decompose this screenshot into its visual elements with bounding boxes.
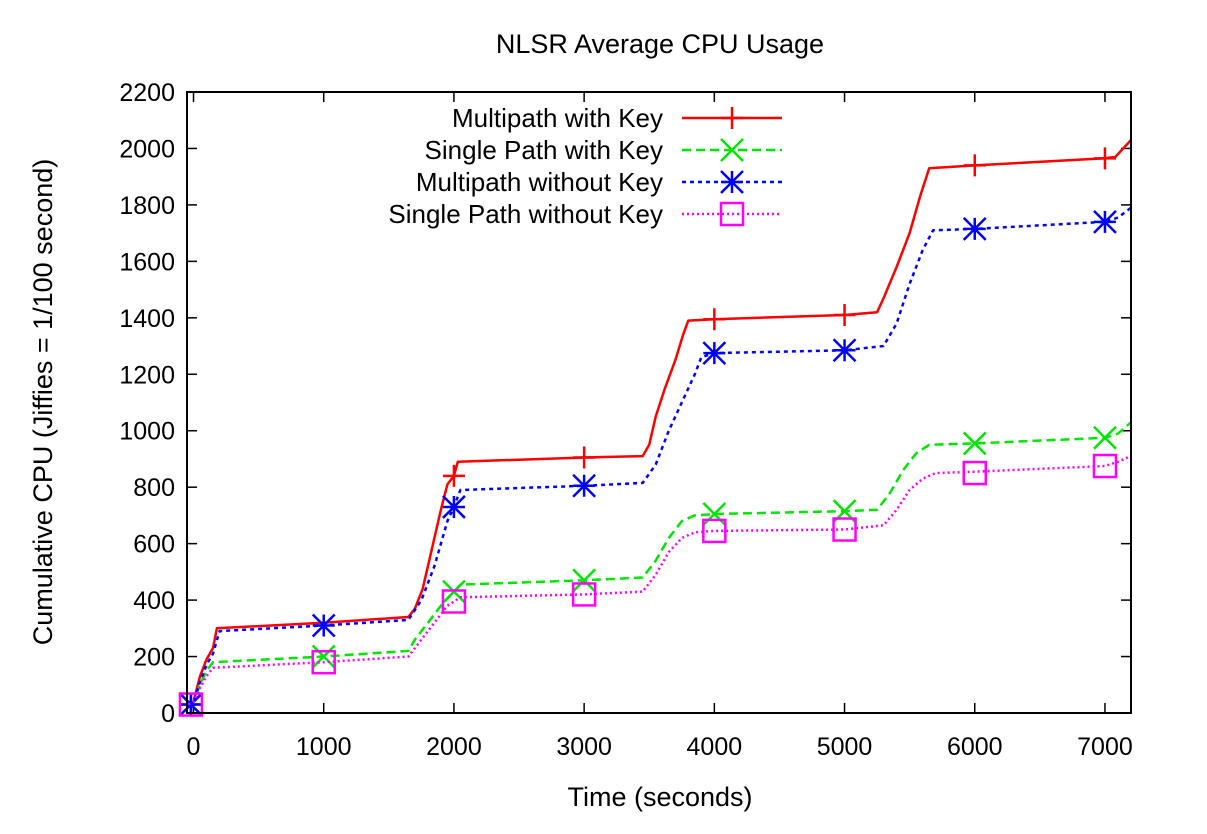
data-point: [962, 460, 988, 486]
series-line: [187, 206, 1132, 706]
y-tick-label: 400: [133, 587, 175, 615]
y-tick-label: 0: [161, 700, 175, 728]
series-line: [187, 454, 1132, 706]
y-tick-label: 2200: [119, 79, 175, 107]
y-tick-label: 800: [133, 474, 175, 502]
data-point: [721, 107, 743, 129]
data-point: [1093, 425, 1117, 450]
data-point: [1092, 453, 1118, 479]
data-point: [702, 502, 727, 526]
x-tick-label: 5000: [817, 733, 873, 761]
series-layer: [178, 139, 1132, 717]
data-point: [179, 692, 203, 717]
data-point: [832, 517, 857, 542]
data-point: [703, 308, 726, 331]
data-point: [572, 568, 597, 593]
data-point: [572, 473, 597, 498]
y-axis-title: Cumulative CPU (Jiffies = 1/100 second): [28, 159, 58, 645]
x-tick-label: 2000: [426, 733, 482, 761]
data-point: [720, 170, 744, 194]
series-0: [179, 139, 1132, 716]
series-3: [178, 453, 1132, 717]
x-tick-label: 4000: [687, 733, 743, 761]
legend-label: Multipath with Key: [452, 103, 663, 133]
data-point: [178, 692, 204, 717]
data-point: [719, 201, 745, 227]
y-tick-label: 1000: [119, 418, 175, 446]
x-tick-label: 7000: [1077, 733, 1133, 761]
plot-frame: [186, 91, 1132, 714]
chart-title: NLSR Average CPU Usage: [496, 29, 824, 59]
data-point: [441, 589, 467, 614]
y-tick-label: 1200: [119, 361, 175, 389]
x-tick-label: 6000: [947, 733, 1003, 761]
data-point: [1093, 147, 1116, 170]
data-point: [963, 154, 986, 177]
x-tick-label: 1000: [296, 733, 352, 761]
y-tick-label: 2000: [119, 135, 175, 163]
y-tick-label: 1400: [119, 305, 175, 333]
series-2: [179, 206, 1132, 717]
y-tick-label: 600: [133, 531, 175, 559]
data-point: [702, 518, 727, 544]
data-point: [962, 217, 987, 241]
data-point: [702, 341, 727, 365]
data-point: [571, 582, 597, 607]
data-point: [1093, 209, 1117, 234]
data-point: [832, 338, 857, 363]
data-point: [311, 613, 336, 638]
data-point: [311, 649, 336, 675]
y-tick-label: 200: [133, 644, 175, 672]
y-axis-ticks: 0 200 400 600 800 1000 1200 1400 1600 1800 2000 220…: [119, 79, 1131, 728]
data-point: [442, 464, 465, 487]
x-tick-label: 0: [187, 733, 201, 761]
y-tick-label: 1600: [119, 248, 175, 276]
data-point: [442, 495, 466, 519]
legend-label: Multipath without Key: [416, 167, 663, 197]
x-axis-title: Time (seconds): [567, 782, 752, 812]
data-point: [311, 644, 336, 669]
data-point: [573, 446, 596, 469]
x-tick-label: 3000: [556, 733, 612, 761]
data-point: [833, 303, 856, 326]
series-line: [187, 421, 1132, 706]
data-point: [962, 431, 987, 456]
x-axis-ticks: 0 1000 2000 3000 4000 5000 6000 7000: [187, 92, 1133, 761]
legend-label: Single Path with Key: [425, 135, 663, 165]
data-point: [720, 138, 744, 162]
y-tick-label: 1800: [119, 192, 175, 220]
series-line: [187, 139, 1132, 706]
series-1: [179, 421, 1132, 717]
legend-label: Single Path without Key: [388, 199, 663, 229]
